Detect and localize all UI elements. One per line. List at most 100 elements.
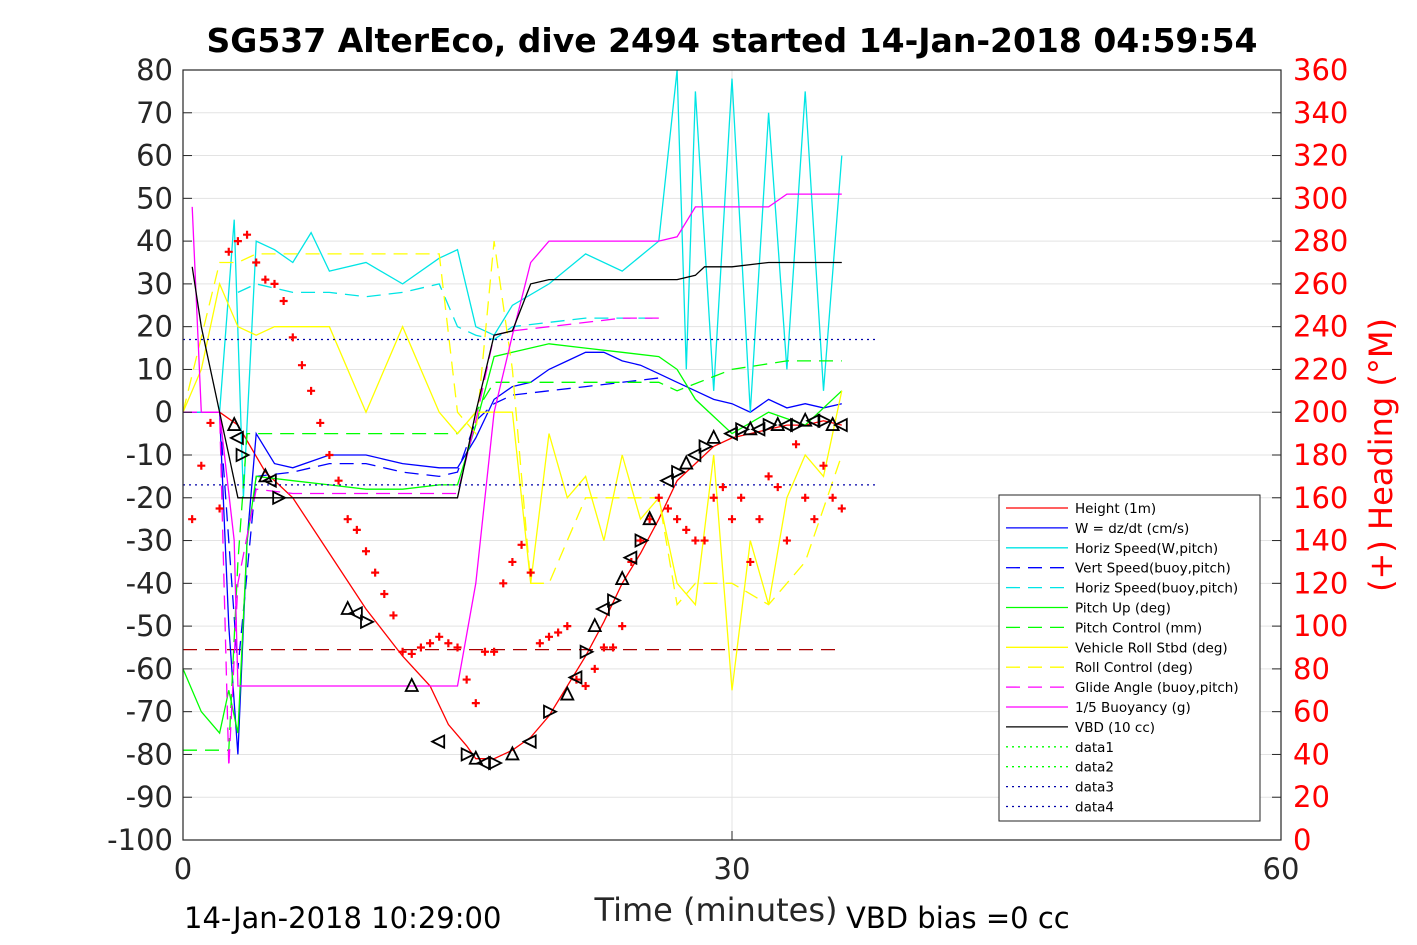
y-right-tick-label: 280 [1293, 224, 1348, 258]
heading-point [380, 590, 389, 599]
y-tick-label: 40 [136, 224, 173, 258]
y-right-tick-label: 200 [1293, 395, 1348, 429]
dive-marker [360, 614, 376, 630]
dive-marker [706, 428, 722, 444]
dive-marker [226, 416, 242, 431]
y-tick-label: 50 [136, 181, 173, 215]
vbd-bias-label: VBD bias =0 cc [846, 901, 1070, 935]
heading-point [508, 557, 517, 566]
y-tick-label: -10 [126, 438, 173, 472]
heading-point [435, 632, 444, 641]
heading-point [297, 361, 306, 370]
y-tick-label: -50 [126, 609, 173, 643]
heading-point [709, 493, 718, 502]
heading-point [270, 279, 279, 288]
dive-marker [614, 570, 630, 585]
heading-point [215, 504, 224, 513]
dive-marker [658, 473, 674, 489]
dive-marker [430, 734, 446, 750]
legend-label: Height (1m) [1075, 501, 1156, 517]
y-right-tick-label: 220 [1293, 352, 1348, 386]
heading-point [490, 647, 499, 656]
heading-point [279, 297, 288, 305]
heading-point [389, 611, 398, 620]
y-tick-label: 10 [136, 352, 173, 386]
y-tick-label: -30 [126, 524, 173, 558]
heading-point [590, 664, 599, 673]
heading-point [663, 504, 672, 513]
y-tick-label: 0 [155, 395, 173, 429]
heading-point [288, 333, 297, 342]
y-tick-label: 20 [136, 310, 173, 344]
heading-point [792, 440, 801, 449]
y-tick-label: -100 [107, 823, 173, 857]
series-line-3 [183, 377, 659, 669]
dive-marker [686, 447, 702, 463]
y-right-tick-label: 340 [1293, 96, 1348, 130]
heading-point [398, 647, 407, 656]
heading-point [728, 515, 736, 524]
dive-marker [235, 447, 251, 463]
heading-point [609, 643, 618, 652]
heading-point [535, 639, 544, 648]
y-right-tick-label: 60 [1293, 695, 1330, 729]
dive-marker [678, 454, 694, 470]
y-tick-label: 80 [136, 53, 173, 87]
dive-marker [594, 601, 610, 617]
y-tick-label: -90 [126, 780, 173, 814]
dive-marker [735, 421, 751, 437]
heading-point [307, 386, 316, 395]
heading-point [499, 579, 508, 588]
heading-point [197, 461, 206, 470]
y-tick-label: 70 [136, 96, 173, 130]
y-tick-label: 30 [136, 267, 173, 301]
legend-label: data1 [1075, 740, 1114, 756]
heading-point [325, 451, 334, 459]
legend-label: VBD (10 cc) [1075, 720, 1155, 736]
heading-point [444, 639, 453, 648]
y-tick-label: -80 [126, 737, 173, 771]
heading-point [691, 536, 700, 545]
legend-label: Pitch Up (deg) [1075, 601, 1171, 617]
y-tick-label: -70 [126, 695, 173, 729]
dive-marker [607, 592, 623, 608]
dive-marker [272, 490, 288, 506]
dive-marker [817, 413, 833, 429]
heading-point [407, 649, 416, 658]
dive-marker [543, 704, 559, 720]
dive-marker [790, 417, 806, 433]
y-right-tick-label: 80 [1293, 652, 1330, 686]
legend-label: Vehicle Roll Stbd (deg) [1075, 640, 1228, 656]
legend-label: data2 [1075, 760, 1114, 776]
dive-marker [228, 430, 244, 446]
heading-point [682, 525, 691, 534]
heading-point [782, 536, 791, 545]
heading-point [828, 493, 837, 502]
heading-point [599, 643, 608, 652]
dive-marker [488, 755, 504, 771]
heading-point [554, 628, 563, 637]
heading-point [819, 461, 828, 470]
series-line-8 [182, 241, 843, 607]
heading-point [618, 622, 627, 631]
x-axis-label: Time (minutes) [594, 891, 838, 929]
heading-point [773, 483, 782, 492]
heading-point [545, 632, 553, 641]
y-tick-label: 60 [136, 139, 173, 173]
dive-marker [762, 417, 778, 433]
legend-label: Pitch Control (mm) [1075, 620, 1202, 636]
dive-marker [579, 644, 595, 660]
heading-point [563, 622, 572, 631]
legend-label: data3 [1075, 780, 1114, 796]
heading-point [371, 568, 380, 577]
y-tick-label: -40 [126, 566, 173, 600]
dive-marker [521, 734, 537, 750]
y-tick-label: -60 [126, 652, 173, 686]
heading-point [453, 643, 462, 652]
y-right-tick-label: 160 [1293, 481, 1348, 515]
heading-point [755, 515, 764, 524]
heading-point [233, 237, 242, 246]
heading-point [426, 639, 435, 648]
series-line-7 [182, 281, 843, 691]
